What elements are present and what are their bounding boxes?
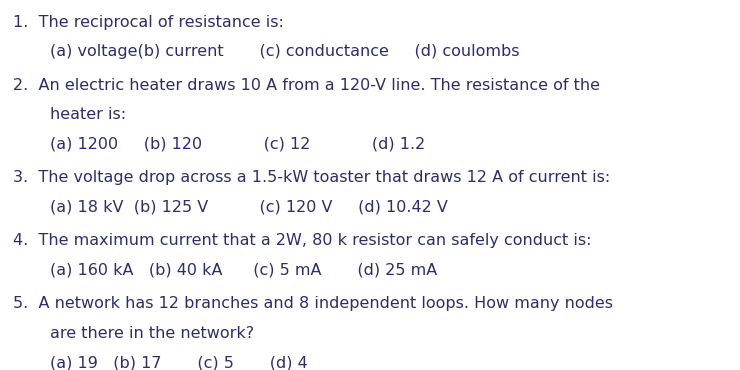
Text: (a) 18 kV  (b) 125 V          (c) 120 V     (d) 10.42 V: (a) 18 kV (b) 125 V (c) 120 V (d) 10.42 … bbox=[50, 200, 448, 215]
Text: (a) 160 kA   (b) 40 kA      (c) 5 mA       (d) 25 mA: (a) 160 kA (b) 40 kA (c) 5 mA (d) 25 mA bbox=[50, 263, 437, 278]
Text: (a) 19   (b) 17       (c) 5       (d) 4: (a) 19 (b) 17 (c) 5 (d) 4 bbox=[50, 355, 308, 370]
Text: heater is:: heater is: bbox=[50, 107, 127, 122]
Text: (a) 1200     (b) 120            (c) 12            (d) 1.2: (a) 1200 (b) 120 (c) 12 (d) 1.2 bbox=[50, 137, 425, 152]
Text: 5.  A network has 12 branches and 8 independent loops. How many nodes: 5. A network has 12 branches and 8 indep… bbox=[13, 296, 613, 311]
Text: (a) voltage(b) current       (c) conductance     (d) coulombs: (a) voltage(b) current (c) conductance (… bbox=[50, 44, 519, 60]
Text: 3.  The voltage drop across a 1.5-kW toaster that draws 12 A of current is:: 3. The voltage drop across a 1.5-kW toas… bbox=[13, 170, 610, 185]
Text: are there in the network?: are there in the network? bbox=[50, 326, 255, 341]
Text: 1.  The reciprocal of resistance is:: 1. The reciprocal of resistance is: bbox=[13, 15, 284, 30]
Text: 4.  The maximum current that a 2W, 80 k resistor can safely conduct is:: 4. The maximum current that a 2W, 80 k r… bbox=[13, 233, 592, 248]
Text: 2.  An electric heater draws 10 A from a 120-V line. The resistance of the: 2. An electric heater draws 10 A from a … bbox=[13, 78, 600, 93]
